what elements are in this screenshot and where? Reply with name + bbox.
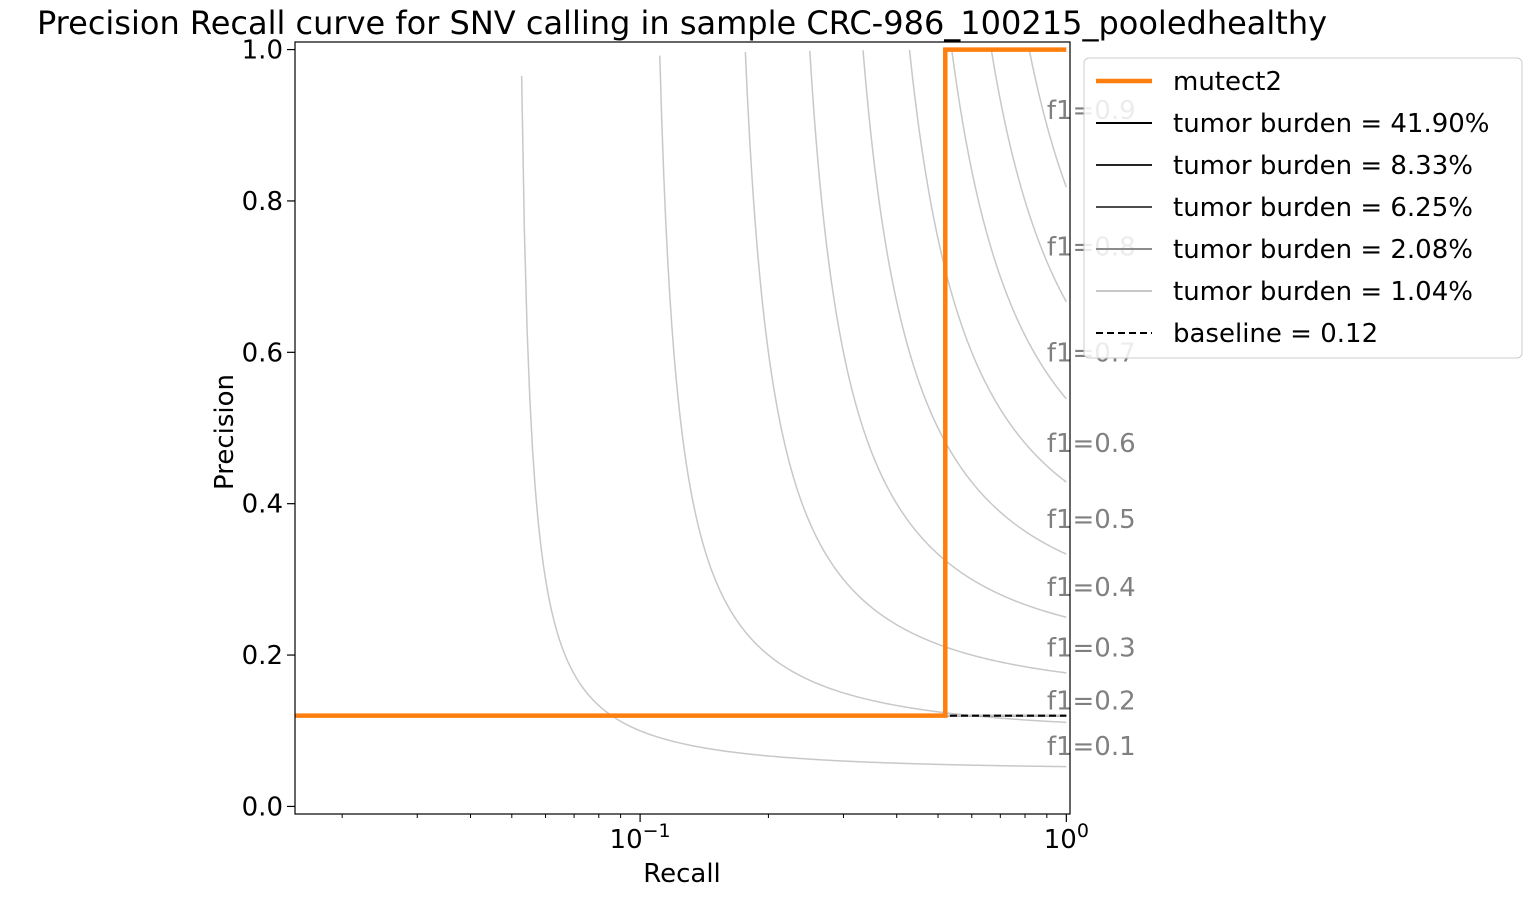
y-tick-label: 0.6 — [242, 338, 283, 368]
iso-f1-curve-f1-0-1 — [520, 75, 1067, 768]
plot-frame — [294, 41, 1071, 815]
iso-f1-curve-f1-0-7 — [951, 49, 1067, 400]
iso-f1-label-f1-0-1: f1=0.1 — [1047, 732, 1136, 762]
iso-f1-label-f1-0-2: f1=0.2 — [1047, 686, 1136, 716]
y-tick-label: 0.8 — [242, 187, 283, 217]
legend-label-tumor-burden-41-90: tumor burden = 41.90% — [1173, 109, 1490, 139]
iso-f1-label-f1-0-3: f1=0.3 — [1047, 633, 1136, 663]
legend: mutect2 tumor burden = 41.90% tumor burden… — [1083, 57, 1523, 359]
legend-label-tumor-burden-1-04: tumor burden = 1.04% — [1173, 277, 1473, 307]
iso-f1-curve-f1-0-5 — [862, 50, 1067, 555]
legend-label-tumor-burden-6-25: tumor burden = 6.25% — [1173, 193, 1473, 223]
iso-f1-curve-f1-0-2 — [659, 55, 1067, 724]
series-line-mutect2 — [295, 47, 1067, 718]
legend-label-baseline-0-12: baseline = 0.12 — [1173, 319, 1378, 349]
x-tick-label: 10−1 — [610, 820, 671, 855]
y-tick-label: 1.0 — [242, 36, 283, 66]
iso-f1-curve-f1-0-3 — [744, 51, 1067, 674]
series-lines — [295, 47, 1067, 718]
legend-label-mutect2: mutect2 — [1173, 67, 1282, 97]
legend-label-tumor-burden-8-33: tumor burden = 8.33% — [1173, 151, 1473, 181]
y-tick-label: 0.4 — [242, 490, 283, 520]
iso-f1-curve-f1-0-9 — [1028, 49, 1068, 188]
iso-f1-label-f1-0-5: f1=0.5 — [1047, 505, 1136, 535]
legend-label-tumor-burden-2-08: tumor burden = 2.08% — [1173, 235, 1473, 265]
x-axis-label: Recall — [643, 859, 721, 889]
x-axis-ticks: 10−1 100 — [341, 814, 1089, 855]
x-tick-label: 100 — [1044, 820, 1089, 855]
iso-f1-label-f1-0-6: f1=0.6 — [1047, 429, 1136, 459]
iso-f1-curve-f1-0-6 — [908, 49, 1067, 483]
y-tick-label: 0.0 — [242, 792, 283, 822]
iso-f1-curves — [520, 49, 1068, 768]
iso-f1-curve-f1-0-4 — [809, 50, 1067, 618]
iso-f1-label-f1-0-4: f1=0.4 — [1047, 573, 1136, 603]
legend-frame — [1083, 57, 1523, 359]
y-axis-ticks: 0.0 0.2 0.4 0.6 0.8 1.0 — [242, 36, 295, 822]
chart-title: Precision Recall curve for SNV calling i… — [37, 4, 1327, 42]
y-tick-label: 0.2 — [242, 641, 283, 671]
y-axis-label: Precision — [210, 374, 240, 490]
iso-f1-curve-f1-0-8 — [990, 49, 1067, 303]
